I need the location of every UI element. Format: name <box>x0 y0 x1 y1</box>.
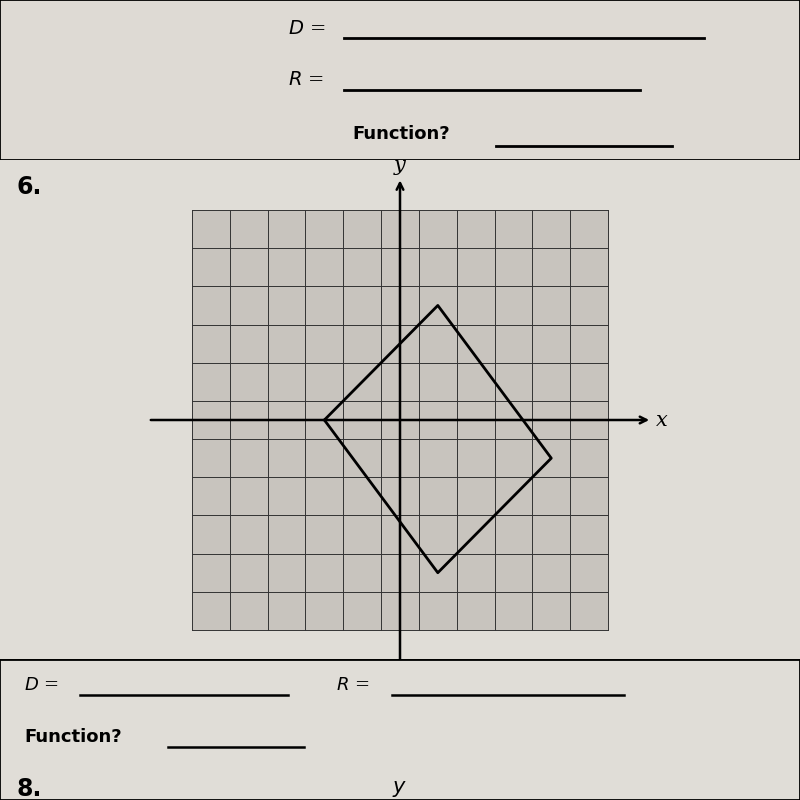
Text: 8.: 8. <box>16 777 42 800</box>
Text: $y$: $y$ <box>393 779 407 798</box>
Text: y: y <box>394 156 406 175</box>
Bar <box>192 210 608 630</box>
Text: $D$ =: $D$ = <box>288 20 326 38</box>
Text: Function?: Function? <box>352 126 450 143</box>
Text: $R$ =: $R$ = <box>336 676 370 694</box>
Text: Function?: Function? <box>24 728 122 746</box>
Text: $D$ =: $D$ = <box>24 676 58 694</box>
Text: 6.: 6. <box>16 175 42 199</box>
Text: $R$ =: $R$ = <box>288 71 324 89</box>
Text: x: x <box>656 410 668 430</box>
